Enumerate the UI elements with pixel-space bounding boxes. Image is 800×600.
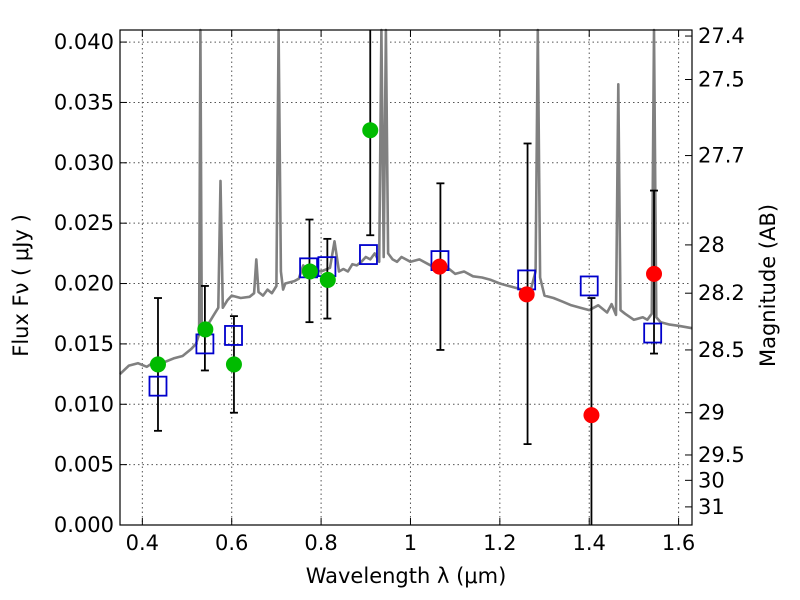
red-point — [431, 258, 448, 275]
green-point — [319, 271, 336, 288]
y-tick-label: 0.015 — [54, 332, 114, 356]
y-tick-label: 0.010 — [54, 392, 114, 416]
red-point — [646, 265, 663, 282]
y-axis-label: Flux Fν ( μJy ) — [9, 214, 33, 357]
right-tick-label: 29.5 — [698, 443, 745, 467]
y-tick-label: 0.040 — [54, 30, 114, 54]
right-tick-label: 30 — [698, 468, 725, 492]
blue-square-point — [359, 244, 378, 265]
right-tick-label: 28.5 — [698, 338, 745, 362]
x-axis-label: Wavelength λ (μm) — [306, 564, 507, 588]
model-spectrum-line — [119, 28, 693, 376]
y-tick-label: 0.005 — [54, 453, 114, 477]
x-tick-label: 0.8 — [304, 531, 337, 555]
x-tick-label: 1.2 — [483, 531, 516, 555]
x-tick-label: 1 — [404, 531, 417, 555]
green-point — [225, 356, 242, 373]
model-spectrum-layer — [119, 28, 693, 376]
right-tick-label: 27.4 — [698, 24, 745, 48]
blue-square-point — [148, 375, 168, 397]
circle-points-layer — [149, 122, 663, 424]
right-tick-label: 29 — [698, 401, 725, 425]
blue-squares-layer — [148, 244, 663, 397]
x-tick-label: 0.4 — [126, 531, 159, 555]
red-point — [518, 286, 535, 303]
y-tick-label: 0.030 — [54, 151, 114, 175]
right-tick-label: 28.2 — [698, 281, 745, 305]
y-tick-label: 0.020 — [54, 272, 114, 296]
right-tick-label: 27.7 — [698, 144, 745, 168]
y-tick-label: 0.025 — [54, 211, 114, 235]
tick-labels: 0.4 0.6 0.8 1 1.2 1.4 1.6 0.000 0.005 0.010 0.015 0… — [54, 24, 745, 555]
axis-ticks — [120, 30, 692, 526]
green-point — [149, 356, 166, 373]
x-tick-label: 1.4 — [573, 531, 606, 555]
red-point — [583, 407, 600, 424]
right-tick-label: 31 — [698, 495, 725, 519]
y-tick-label: 0.000 — [54, 513, 114, 537]
green-point — [197, 321, 214, 338]
green-point — [301, 263, 318, 280]
y-tick-label: 0.035 — [54, 90, 114, 114]
x-tick-label: 1.6 — [662, 531, 695, 555]
right-axis-label: Magnitude (AB) — [756, 204, 780, 367]
grid — [120, 30, 692, 525]
right-tick-label: 27.5 — [698, 68, 745, 92]
blue-square-point — [224, 325, 243, 346]
blue-square-point — [643, 322, 663, 344]
error-bars-layer — [153, 30, 659, 525]
blue-square-point — [579, 275, 599, 297]
plot-frame — [119, 29, 693, 526]
x-tick-label: 0.6 — [215, 531, 248, 555]
right-tick-label: 28 — [698, 233, 725, 257]
green-point — [362, 122, 379, 139]
